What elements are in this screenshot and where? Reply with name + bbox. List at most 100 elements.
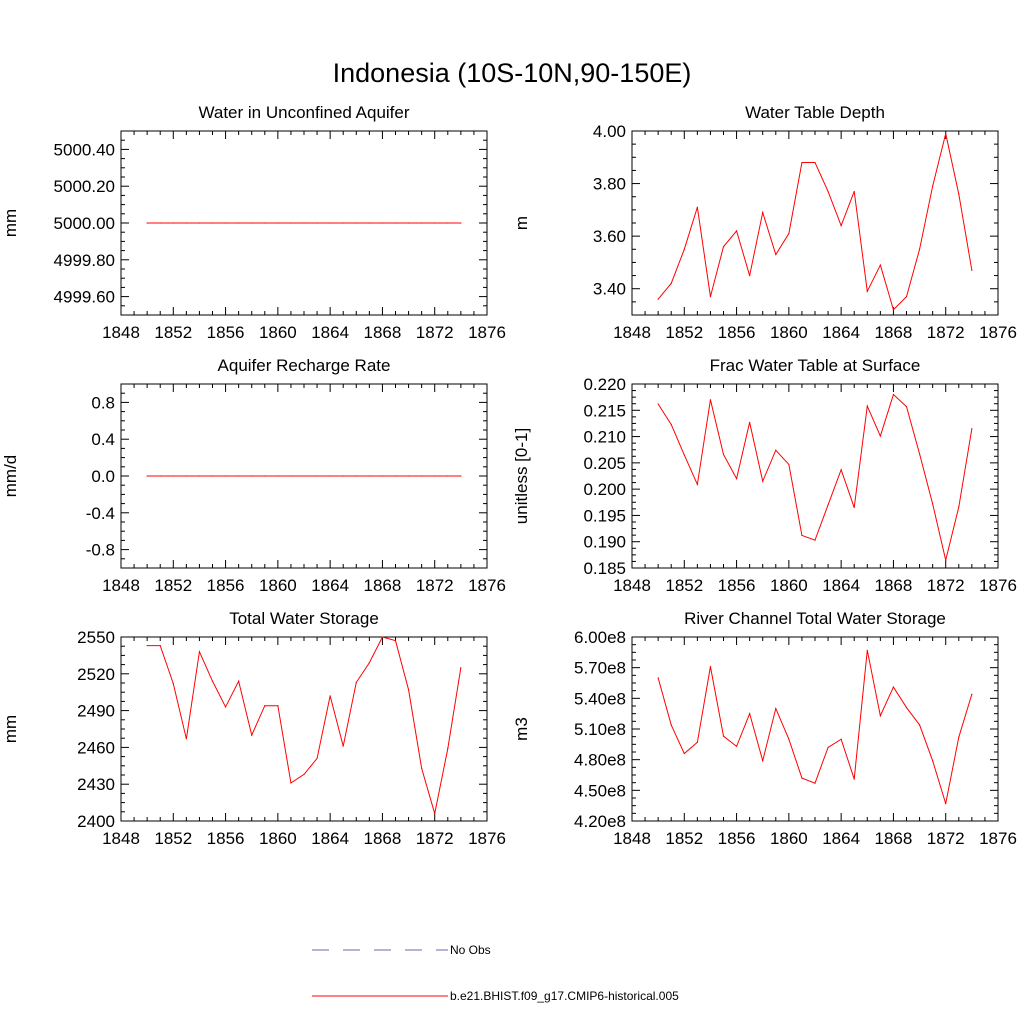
y-tick-label: 0.185 xyxy=(583,559,626,578)
plot-frame xyxy=(631,130,999,316)
data-point xyxy=(172,683,174,685)
data-point xyxy=(264,475,266,477)
data-point xyxy=(421,767,423,769)
y-tick-label: 2520 xyxy=(77,665,115,684)
data-point xyxy=(696,483,698,486)
data-point xyxy=(735,230,738,232)
data-point xyxy=(775,253,777,256)
data-point xyxy=(879,264,881,266)
x-tick-label: 1864 xyxy=(311,323,349,342)
y-tick-label: 0.210 xyxy=(583,428,626,447)
data-point xyxy=(814,782,816,784)
data-point xyxy=(971,428,973,430)
data-point xyxy=(394,222,397,224)
data-point xyxy=(775,707,777,710)
x-tick-label: 1872 xyxy=(927,323,965,342)
data-point xyxy=(238,475,240,477)
data-point xyxy=(290,222,292,224)
x-tick-label: 1868 xyxy=(875,323,913,342)
data-point xyxy=(421,222,423,224)
y-tick-label: 0.190 xyxy=(583,533,626,552)
data-point xyxy=(460,667,462,669)
y-axis-label: mm xyxy=(1,209,20,237)
x-tick-label: 1876 xyxy=(979,323,1017,342)
data-point xyxy=(460,222,462,224)
data-point xyxy=(224,222,227,224)
data-point xyxy=(905,406,908,408)
data-point xyxy=(722,735,725,737)
data-point xyxy=(211,222,214,224)
legend-label-model: b.e21.BHIST.f09_g17.CMIP6-historical.005 xyxy=(450,989,679,1003)
data-point xyxy=(945,559,947,561)
data-point xyxy=(251,222,253,224)
y-tick-label: 6.00e8 xyxy=(574,628,626,647)
panel-title: River Channel Total Water Storage xyxy=(684,609,946,628)
data-point xyxy=(683,248,685,250)
x-tick-label: 1856 xyxy=(718,829,756,848)
data-point xyxy=(749,713,751,715)
data-point xyxy=(683,752,685,755)
data-point xyxy=(958,193,960,195)
data-point xyxy=(657,298,659,300)
data-point xyxy=(853,506,855,509)
y-tick-label: 2550 xyxy=(77,628,115,647)
y-tick-label: -0.4 xyxy=(86,504,115,523)
panel-aquifer-recharge-rate: Aquifer Recharge Rate 1848 1852 1856 1860 186… xyxy=(1,356,506,595)
data-point xyxy=(892,393,895,396)
y-axis-label: mm xyxy=(1,715,20,743)
data-point xyxy=(670,724,672,726)
x-tick-label: 1860 xyxy=(770,829,808,848)
data-point xyxy=(918,453,921,455)
x-tick-label: 1868 xyxy=(364,323,402,342)
data-point xyxy=(735,745,738,747)
legend-label-no-obs: No Obs xyxy=(450,943,491,957)
x-tick-label: 1860 xyxy=(770,576,808,595)
y-tick-label: 0.215 xyxy=(583,401,626,420)
x-tick-label: 1860 xyxy=(259,576,297,595)
plot-frame xyxy=(120,636,488,822)
data-point xyxy=(355,681,357,683)
data-point xyxy=(447,475,449,477)
x-tick-label: 1856 xyxy=(207,576,245,595)
data-point xyxy=(329,475,331,477)
data-point xyxy=(238,680,240,682)
data-point xyxy=(329,222,331,224)
data-point xyxy=(840,225,842,227)
y-tick-label: 5.10e8 xyxy=(574,720,626,739)
data-point xyxy=(198,651,201,653)
data-point xyxy=(670,423,672,426)
y-tick-label: 2400 xyxy=(77,812,115,831)
x-tick-label: 1868 xyxy=(875,829,913,848)
data-point xyxy=(172,475,174,477)
data-point xyxy=(814,539,816,541)
y-tick-label: 4.20e8 xyxy=(574,812,626,831)
panel-water-table-depth: Water Table Depth 1848 1852 1856 1860 1864 186… xyxy=(512,103,1017,342)
data-point xyxy=(238,222,240,224)
data-point xyxy=(342,745,344,747)
data-point xyxy=(840,738,842,740)
y-tick-label: 4.00 xyxy=(593,122,626,141)
data-point xyxy=(146,222,148,224)
x-tick-label: 1872 xyxy=(416,829,454,848)
series-line xyxy=(657,133,973,311)
panel-title: Frac Water Table at Surface xyxy=(710,356,921,375)
data-point xyxy=(905,296,908,298)
figure-title: Indonesia (10S-10N,90-150E) xyxy=(333,58,692,88)
y-tick-label: 2460 xyxy=(77,738,115,757)
y-tick-label: 4999.80 xyxy=(54,251,115,270)
data-point xyxy=(683,454,685,456)
y-axis-label: m xyxy=(512,216,531,230)
data-point xyxy=(407,475,410,477)
data-point xyxy=(447,222,449,224)
data-point xyxy=(696,206,698,208)
y-tick-label: 0.4 xyxy=(91,430,115,449)
x-tick-label: 1860 xyxy=(259,323,297,342)
data-point xyxy=(316,222,318,224)
y-axis-label: mm/d xyxy=(1,455,20,498)
data-point xyxy=(762,760,764,762)
data-point xyxy=(918,724,921,726)
y-tick-label: 0.205 xyxy=(583,454,626,473)
y-tick-label: 5.40e8 xyxy=(574,689,626,708)
y-tick-label: 0.195 xyxy=(583,506,626,525)
x-tick-label: 1852 xyxy=(154,323,192,342)
